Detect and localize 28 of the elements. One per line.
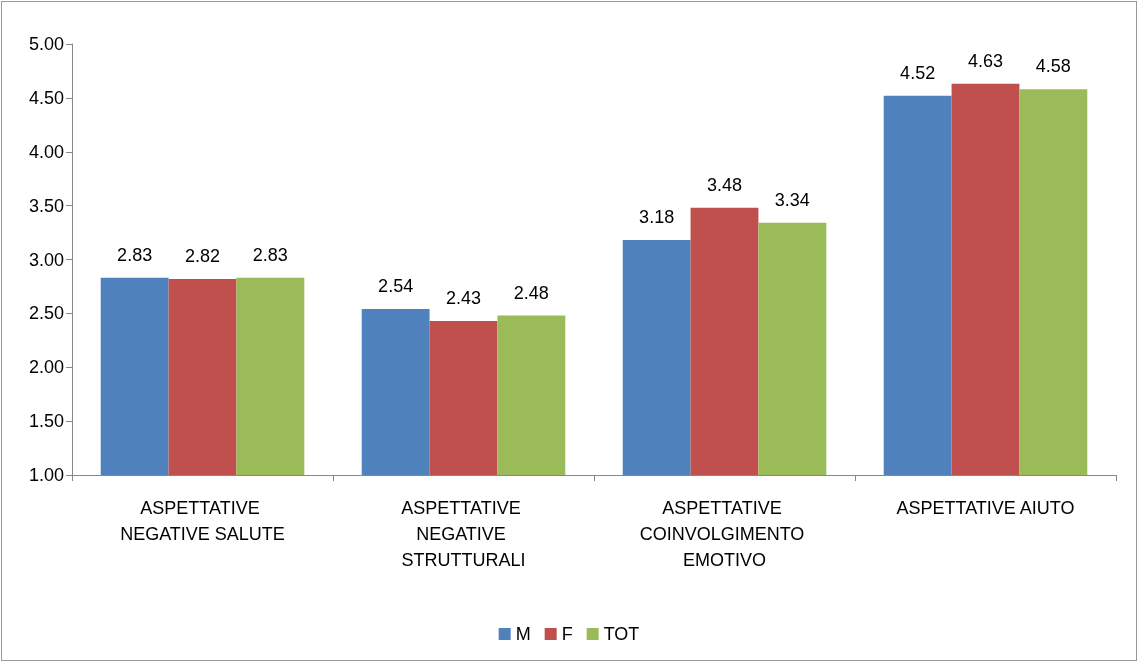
data-label: 2.82: [184, 245, 221, 266]
y-tick-label: 2.50: [28, 303, 64, 324]
x-tick-label: ASPETTATIVE COINVOLGIMENTO EMOTIVO: [639, 498, 810, 570]
data-label: 2.48: [513, 282, 549, 303]
legend-label: F: [561, 624, 573, 644]
data-label: 3.48: [706, 174, 743, 195]
data-label: 2.83: [117, 244, 153, 265]
x-tick-label: ASPETTATIVE NEGATIVE STRUTTURALI: [401, 498, 526, 570]
data-label: 2.43: [445, 287, 482, 308]
y-tick-label: 4.00: [28, 141, 64, 162]
data-label: 2.83: [252, 244, 288, 265]
data-label: 4.58: [1035, 56, 1071, 77]
y-tick-label: 1.00: [28, 465, 64, 485]
y-tick-label: 1.50: [28, 411, 64, 432]
data-label: 3.18: [639, 207, 675, 228]
x-tick-label: ASPETTATIVE NEGATIVE SALUTE: [120, 498, 285, 544]
x-tick-label: ASPETTATIVE AIUTO: [896, 498, 1075, 518]
y-tick-label: 3.00: [28, 249, 64, 270]
data-label: 3.34: [774, 189, 810, 210]
data-label: 2.54: [378, 276, 414, 297]
data-label: 4.63: [967, 50, 1004, 71]
y-tick-label: 3.50: [28, 195, 64, 216]
y-tick-label: 5.00: [28, 34, 64, 54]
legend-label: TOT: [603, 624, 640, 644]
data-label: 4.52: [900, 62, 936, 83]
legend-label: M: [515, 624, 531, 644]
y-tick-label: 2.00: [28, 357, 64, 378]
y-tick-label: 4.50: [28, 87, 64, 108]
